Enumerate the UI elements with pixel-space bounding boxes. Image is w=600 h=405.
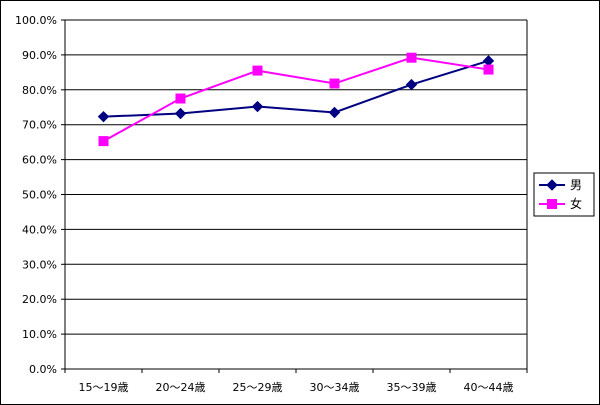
legend-label-0: 男	[570, 178, 582, 192]
data-point-1-2	[252, 65, 263, 76]
series-lines	[103, 56, 489, 142]
data-point-1-1	[175, 93, 186, 104]
legend-box	[533, 172, 595, 217]
data-point-1-3	[329, 78, 340, 89]
data-point-0-3	[328, 106, 341, 119]
y-tick-label: 70.0%	[22, 119, 57, 132]
data-point-0-0	[97, 110, 110, 123]
series-markers	[97, 52, 495, 147]
data-point-0-1	[174, 107, 187, 120]
series-line-1	[103, 56, 489, 142]
x-tick-label: 25〜29歳	[233, 381, 283, 394]
y-tick-label: 100.0%	[15, 14, 57, 27]
data-point-1-0	[98, 136, 109, 147]
y-tick-label: 50.0%	[22, 189, 57, 202]
x-tick-label: 40〜44歳	[464, 381, 514, 394]
axes	[64, 20, 528, 373]
y-tick-label: 20.0%	[22, 293, 57, 306]
data-point-1-4	[406, 52, 417, 63]
y-tick-label: 90.0%	[22, 49, 57, 62]
data-point-0-4	[405, 78, 418, 91]
data-point-1-5	[483, 64, 494, 75]
y-tick-label: 0.0%	[29, 363, 57, 376]
series-line-0	[103, 59, 489, 118]
y-tick-label: 80.0%	[22, 84, 57, 97]
x-tick-label: 30〜34歳	[310, 381, 360, 394]
y-tick-label: 10.0%	[22, 328, 57, 341]
x-tick-label: 35〜39歳	[387, 381, 437, 394]
x-tick-label: 20〜24歳	[156, 381, 206, 394]
gridlines	[61, 19, 527, 370]
legend-marker-0	[546, 179, 558, 191]
x-tick-label: 15〜19歳	[79, 381, 129, 394]
y-tick-label: 30.0%	[22, 258, 57, 271]
data-point-0-2	[251, 100, 264, 113]
legend-label-1: 女	[570, 196, 582, 211]
legend-marker-1	[547, 199, 557, 209]
y-tick-labels: 0.0% 10.0% 20.0% 30.0% 40.0% 50.0% 60.0% 70.0% 8…	[15, 14, 57, 376]
legend: 男女	[533, 172, 595, 217]
y-tick-label: 60.0%	[22, 154, 57, 167]
y-tick-label: 40.0%	[22, 223, 57, 236]
x-tick-labels: 15〜19歳 20〜24歳 25〜29歳 30〜34歳 35〜39歳 40〜44歳	[79, 381, 514, 394]
